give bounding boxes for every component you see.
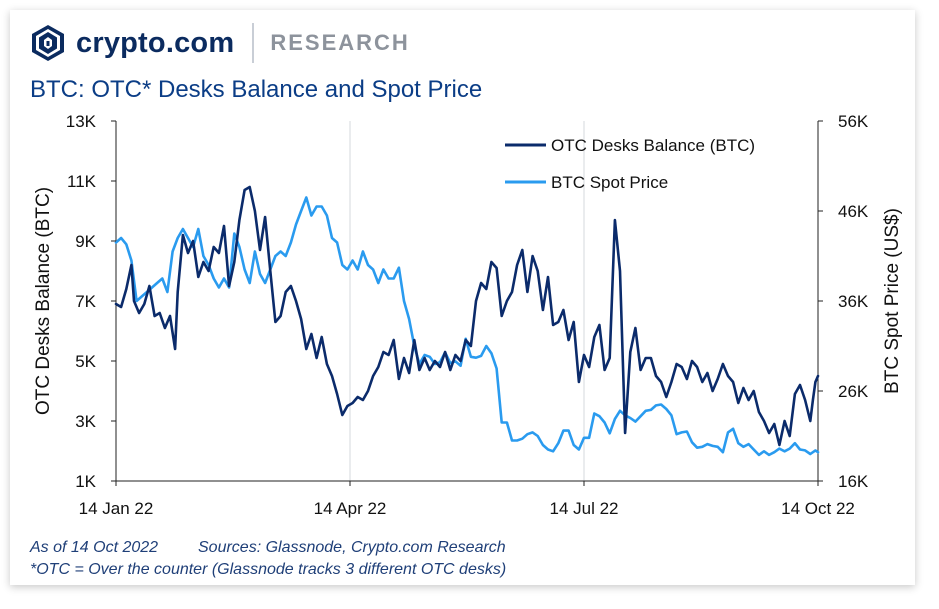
y-left-tick-label: 1K (75, 472, 96, 491)
series-line-btc-spot (114, 196, 820, 457)
y-right-tick-label: 36K (838, 292, 869, 311)
brand-name: crypto.com (76, 26, 235, 59)
x-tick-label: 14 Jul 22 (550, 499, 619, 518)
y-axis-left-label: OTC Desks Balance (BTC) (33, 187, 54, 415)
x-tick-label: 14 Oct 22 (781, 499, 855, 518)
section-label: RESEARCH (270, 30, 410, 55)
y-right-tick-label: 26K (838, 382, 869, 401)
axis-ticks: 14 Jan 22 14 Apr 22 14 Jul 22 14 Oct 22 1K 3K… (66, 112, 869, 518)
y-left-tick-label: 7K (75, 292, 96, 311)
series-line-otc-balance (114, 185, 820, 447)
y-left-tick-label: 11K (67, 172, 97, 191)
footer-line-1: As of 14 Oct 2022 Sources: Glassnode, Cr… (30, 539, 506, 557)
x-tick-label: 14 Jan 22 (79, 499, 154, 518)
chart-marks (114, 185, 820, 457)
y-left-tick-label: 13K (66, 112, 97, 131)
legend-label-spot: BTC Spot Price (551, 173, 668, 192)
footer-otc-note: *OTC = Over the counter (Glassnode track… (30, 561, 507, 578)
y-right-tick-label: 16K (838, 472, 869, 491)
as-of-date: As of 14 Oct 2022 (30, 539, 159, 556)
chart-title: BTC: OTC* Desks Balance and Spot Price (30, 76, 483, 103)
chart-card (10, 10, 915, 585)
header: crypto.com RESEARCH (30, 22, 410, 64)
legend: OTC Desks Balance (BTC) BTC Spot Price (505, 136, 755, 192)
y-right-tick-label: 46K (838, 202, 869, 221)
legend-label-otc: OTC Desks Balance (BTC) (551, 136, 755, 155)
y-left-tick-label: 3K (75, 412, 96, 431)
y-right-tick-label: 56K (838, 112, 869, 131)
chart-grid (349, 121, 585, 481)
y-left-tick-label: 5K (75, 352, 96, 371)
sources-note: Sources: Glassnode, Crypto.com Research (198, 539, 506, 556)
y-left-tick-label: 9K (75, 232, 96, 251)
x-tick-label: 14 Apr 22 (314, 499, 387, 518)
header-divider (252, 23, 255, 63)
y-axis-right-label: BTC Spot Price (US$) (882, 208, 903, 394)
shield-lion-icon (32, 25, 64, 61)
